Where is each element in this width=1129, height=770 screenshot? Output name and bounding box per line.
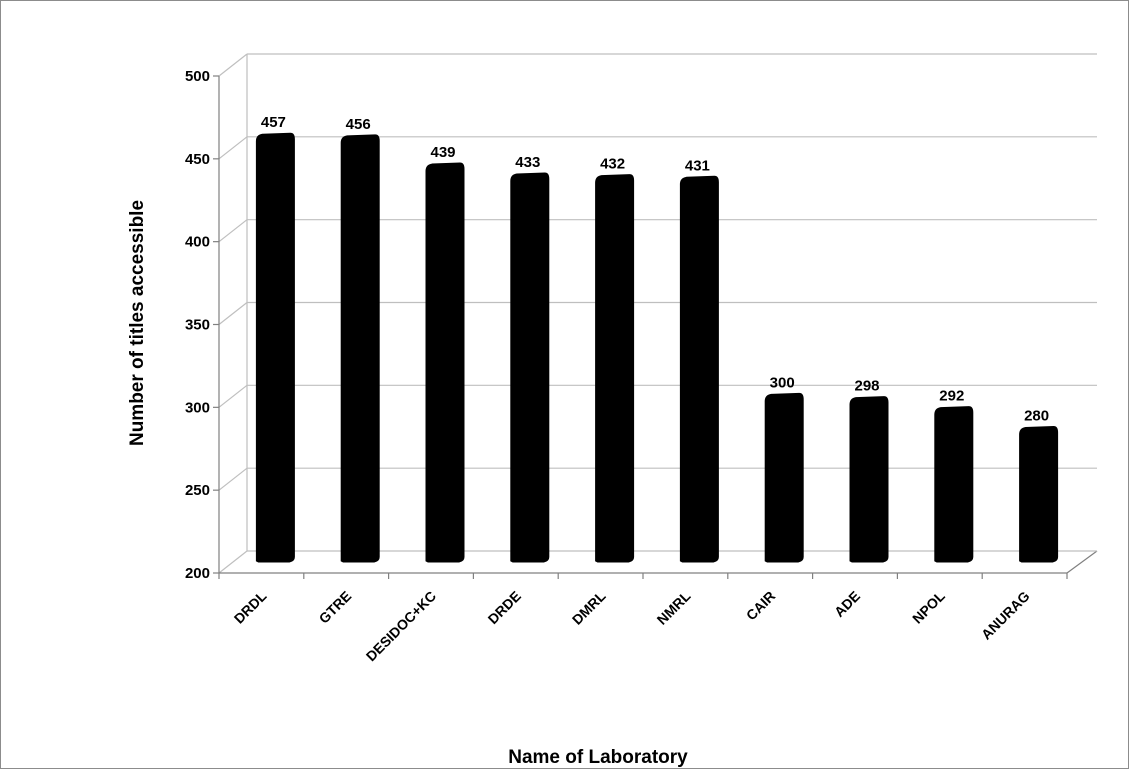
bar-ade xyxy=(849,396,889,563)
bar-nmrl xyxy=(679,175,719,563)
y-axis-title: Number of titles accessible xyxy=(127,200,148,446)
y-axis-ticks: 200 250 300 350 400 450 500 xyxy=(185,68,1068,582)
bars xyxy=(255,132,1059,563)
data-label: 439 xyxy=(430,144,455,161)
x-category-label: NMRL xyxy=(654,587,694,627)
y-tick-label: 300 xyxy=(185,399,210,416)
gridline-side xyxy=(218,53,248,77)
y-tick-label: 200 xyxy=(185,565,210,582)
data-label: 457 xyxy=(261,114,286,131)
gridline-side xyxy=(218,219,248,243)
gridline-side xyxy=(218,384,248,408)
x-category-label: DESIDOC+KC xyxy=(363,588,440,665)
y-tick-label: 250 xyxy=(185,482,210,499)
gridline-side xyxy=(218,550,248,574)
x-category-label: CAIR xyxy=(743,588,779,624)
bar-anurag xyxy=(1019,425,1059,563)
x-category-label: NPOL xyxy=(909,587,948,626)
data-label: 300 xyxy=(770,374,795,391)
x-category-label: GTRE xyxy=(316,588,355,627)
floor-edge xyxy=(1066,550,1098,574)
data-label: 432 xyxy=(600,156,625,173)
gridline-side xyxy=(218,302,248,325)
data-label: 433 xyxy=(515,154,540,171)
x-axis-title: Name of Laboratory xyxy=(508,747,688,768)
x-category-label: DRDE xyxy=(485,588,524,627)
bar-npol xyxy=(934,406,974,563)
bar-dmrl xyxy=(595,174,635,563)
data-label: 456 xyxy=(346,116,371,133)
data-label: 298 xyxy=(854,378,879,395)
x-axis-categories: DRDL GTRE DESIDOC+KC DRDE DMRL NMRL CAIR ADE NPO… xyxy=(231,587,1033,664)
y-tick-label: 350 xyxy=(185,317,210,334)
gridline-side xyxy=(218,467,248,491)
y-tick-label: 400 xyxy=(185,234,210,251)
data-label: 431 xyxy=(685,157,710,174)
bar-desidoc-kc xyxy=(425,162,465,563)
bar-drdl xyxy=(255,132,295,563)
x-category-label: ADE xyxy=(831,588,863,620)
gridlines xyxy=(218,53,1097,574)
y-tick-label: 500 xyxy=(185,68,210,85)
data-label: 280 xyxy=(1024,407,1049,424)
bar-gtre xyxy=(340,134,380,563)
gridline-side xyxy=(218,136,248,160)
bar-drde xyxy=(510,172,550,563)
data-label: 292 xyxy=(939,388,964,405)
x-category-label: DRDL xyxy=(231,587,270,626)
x-category-label: DMRL xyxy=(569,587,609,627)
bar-cair xyxy=(764,392,804,563)
x-category-label: ANURAG xyxy=(978,588,1033,643)
y-tick-label: 450 xyxy=(185,151,210,168)
data-labels: 457 456 439 433 432 431 300 298 292 280 xyxy=(261,114,1049,424)
